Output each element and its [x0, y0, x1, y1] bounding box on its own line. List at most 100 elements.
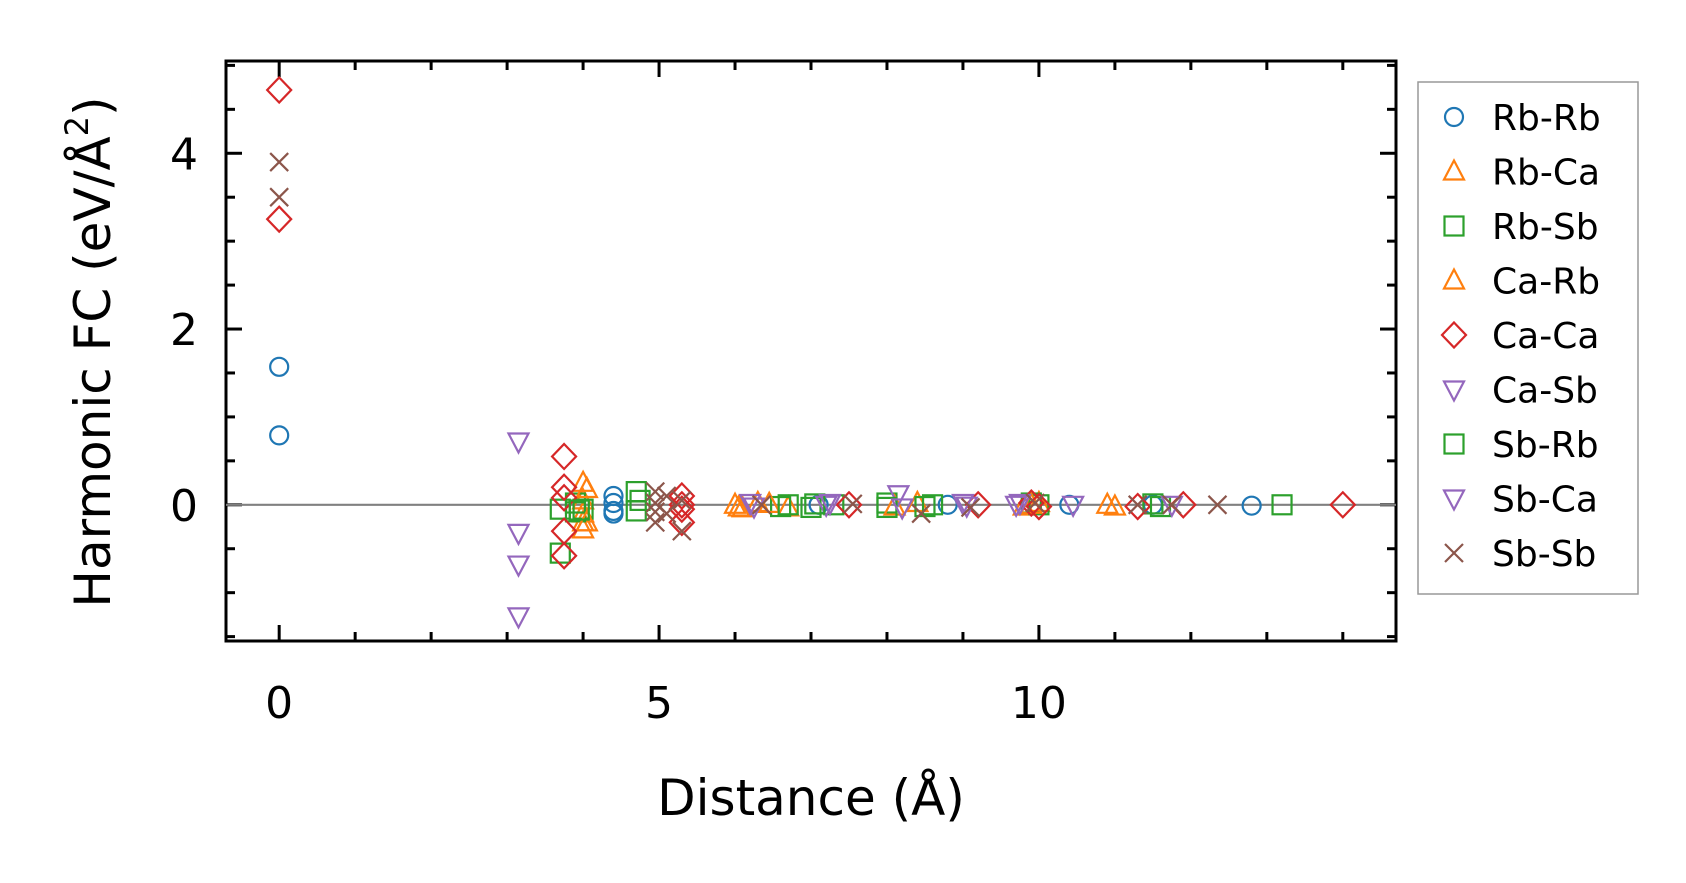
- point-sb-sb-stroke: [1207, 495, 1228, 515]
- x-tick-label: 5: [645, 678, 673, 729]
- point-ca-rb: [575, 509, 599, 532]
- point-ca-ca: [1329, 490, 1357, 519]
- point-ca-ca: [1025, 492, 1053, 521]
- point-rb-rb: [269, 356, 290, 377]
- point-sb-sb-stroke: [843, 494, 863, 514]
- legend-label-ca-rb: Ca-Rb: [1492, 262, 1600, 303]
- point-rb-rb: [269, 425, 290, 446]
- point-rb-sb: [770, 495, 792, 518]
- point-sb-sb-stroke: [1025, 493, 1045, 513]
- y-axis-label-superscript: 2: [58, 116, 96, 136]
- legend-label-sb-rb: Sb-Rb: [1492, 425, 1599, 466]
- point-sb-sb-stroke: [751, 495, 772, 515]
- point-sb-rb: [777, 494, 799, 516]
- point-sb-rb: [568, 499, 590, 521]
- point-sb-ca: [1160, 495, 1184, 519]
- legend-marker-ca-rb: [1442, 267, 1466, 290]
- point-rb-sb: [1271, 494, 1293, 516]
- legend-marker-rb-rb: [1443, 106, 1465, 128]
- point-sb-sb-stroke: [269, 187, 289, 207]
- point-rb-rb: [1241, 495, 1262, 516]
- legend-label-rb-ca: Rb-Ca: [1492, 153, 1600, 194]
- point-sb-sb-stroke: [656, 503, 677, 524]
- legend-label-sb-sb: Sb-Sb: [1492, 534, 1596, 575]
- legend-marker-sb-rb: [1443, 433, 1465, 455]
- point-sb-sb: [1207, 495, 1228, 515]
- legend-label-sb-ca: Sb-Ca: [1492, 480, 1598, 521]
- point-ca-sb: [1061, 495, 1085, 519]
- series-ca-sb: [506, 432, 1085, 630]
- point-ca-ca: [265, 75, 293, 105]
- point-sb-sb: [269, 152, 289, 172]
- point-rb-rb: [937, 494, 958, 515]
- legend-marker-rb-sb: [1443, 215, 1465, 237]
- point-sb-sb-stroke: [1127, 495, 1148, 515]
- point-sb-ca: [818, 493, 842, 517]
- point-ca-ca: [550, 473, 578, 502]
- point-sb-sb: [672, 490, 692, 511]
- point-sb-sb-stroke: [656, 486, 677, 506]
- legend-marker-ca-ca: [1440, 320, 1468, 350]
- point-sb-sb: [1025, 493, 1045, 513]
- point-rb-sb: [1142, 493, 1164, 515]
- point-ca-sb: [886, 485, 911, 508]
- point-sb-sb-stroke: [911, 503, 931, 524]
- point-rb-sb: [549, 542, 571, 564]
- y-tick-label: 4: [170, 129, 198, 180]
- point-ca-ca: [668, 508, 696, 537]
- point-sb-sb: [1162, 495, 1182, 515]
- point-rb-rb: [603, 503, 624, 524]
- point-sb-rb: [921, 494, 944, 516]
- point-sb-sb: [656, 486, 677, 506]
- point-sb-sb: [751, 495, 772, 515]
- y-axis-label-main: Harmonic FC (eV/Å: [64, 136, 122, 607]
- point-rb-sb: [564, 501, 587, 523]
- data-marks: [265, 75, 1357, 630]
- point-sb-sb: [1127, 495, 1148, 515]
- point-sb-rb: [629, 489, 651, 511]
- point-sb-sb-stroke: [1162, 495, 1182, 515]
- y-tick-label: 2: [170, 305, 198, 356]
- legend-label-rb-sb: Rb-Sb: [1492, 207, 1599, 248]
- point-sb-sb-stroke: [672, 490, 692, 511]
- point-sb-sb-stroke: [645, 512, 666, 533]
- point-ca-sb: [506, 523, 531, 547]
- point-rb-sb: [800, 496, 822, 519]
- point-ca-sb: [814, 495, 839, 519]
- point-sb-sb-stroke: [960, 497, 981, 518]
- legend-marker-rb-ca: [1442, 158, 1466, 181]
- point-ca-sb: [1004, 495, 1028, 519]
- legend-marker-sb-ca: [1442, 489, 1466, 512]
- point-ca-rb: [575, 475, 599, 499]
- plot-area: [224, 59, 1398, 643]
- legend-marker-ca-sb: [1442, 380, 1466, 403]
- point-ca-ca: [550, 541, 578, 570]
- y-tick-label: 0: [170, 481, 198, 532]
- point-ca-sb: [506, 432, 531, 455]
- series-ca-ca: [265, 75, 1357, 570]
- point-sb-ca: [1008, 493, 1032, 517]
- legend-marker-sb-sb: [1444, 543, 1464, 563]
- legend: Rb-Rb Rb-Ca Rb-Sb Ca-Rb Ca-Ca Ca-Sb Sb-Rb Sb-Ca…: [1417, 81, 1639, 595]
- point-ca-ca: [1124, 492, 1152, 521]
- point-sb-sb: [843, 494, 863, 514]
- x-tick-label: 10: [1011, 678, 1067, 729]
- legend-marker-sb-sb-stroke: [1444, 543, 1464, 563]
- y-axis-label: Harmonic FC (eV/Å2): [58, 96, 122, 607]
- point-sb-sb-stroke: [645, 493, 666, 513]
- plot-frame: [224, 59, 1398, 643]
- point-sb-sb: [911, 503, 931, 524]
- point-ca-sb: [506, 607, 531, 630]
- point-sb-ca: [890, 498, 914, 521]
- point-ca-rb: [727, 494, 751, 517]
- legend-label-ca-ca: Ca-Ca: [1492, 316, 1599, 357]
- point-rb-rb: [603, 492, 624, 514]
- point-ca-sb: [738, 493, 763, 517]
- legend-label-rb-rb: Rb-Rb: [1492, 98, 1601, 139]
- x-tick-label: 0: [265, 678, 293, 729]
- series-sb-sb: [269, 152, 1228, 541]
- legend-label-ca-sb: Ca-Sb: [1492, 371, 1598, 412]
- point-ca-ca: [550, 442, 578, 471]
- x-axis-label: Distance (Å): [657, 769, 965, 827]
